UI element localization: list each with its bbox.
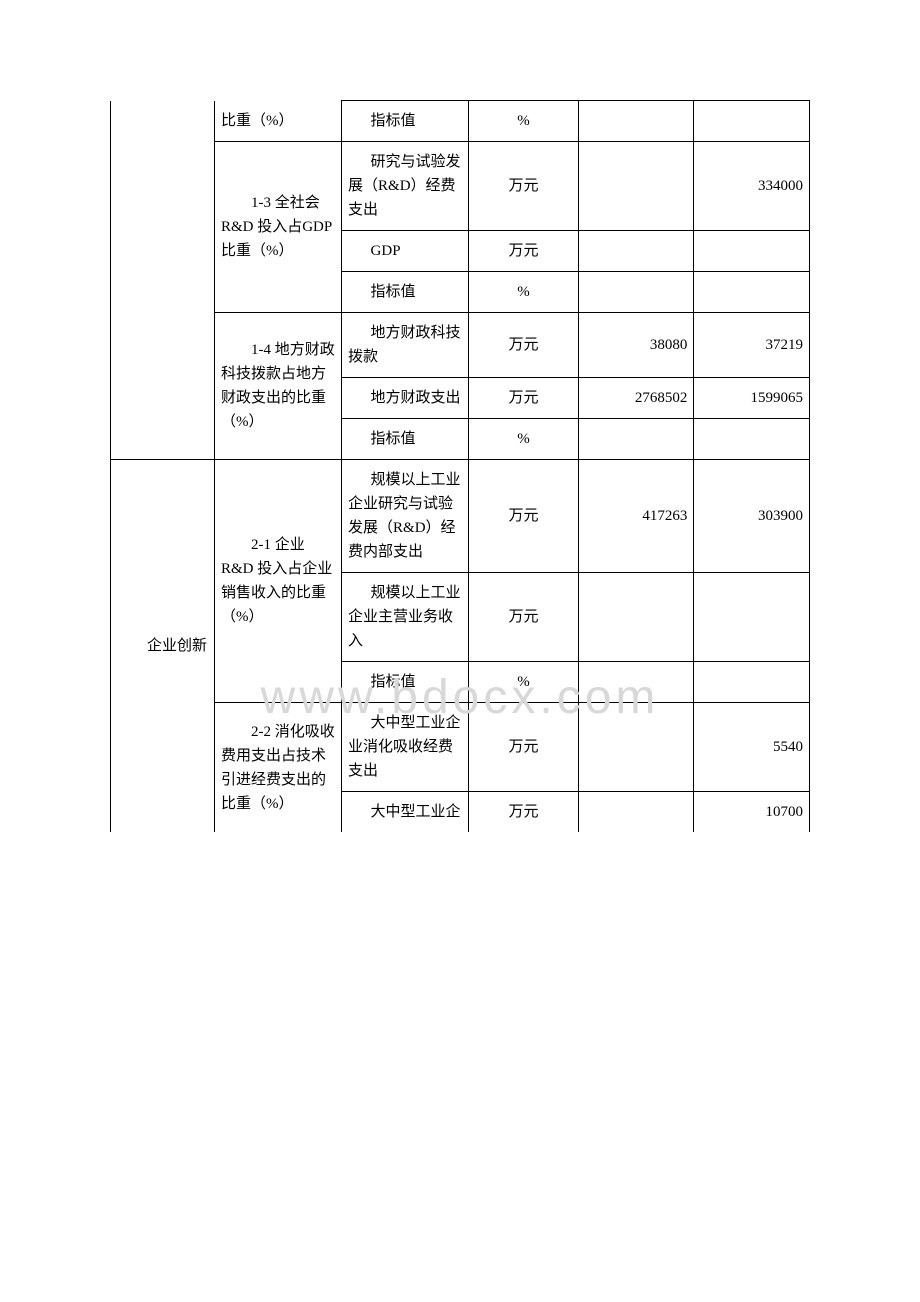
metric-cell: 指标值 xyxy=(342,101,469,142)
value-cell: 5540 xyxy=(694,703,810,792)
value-cell: 37219 xyxy=(694,313,810,378)
table-row: 企业创新 2-1 企业 R&D 投入占企业销售收入的比重（%） 规模以上工业企业… xyxy=(111,460,810,573)
unit-cell: 万元 xyxy=(469,142,579,231)
unit-cell: % xyxy=(469,101,579,142)
metric-cell: 指标值 xyxy=(342,662,469,703)
metric-cell: GDP xyxy=(342,231,469,272)
category-cell xyxy=(111,101,215,142)
value-cell xyxy=(578,142,694,231)
table-row: 2-2 消化吸收费用支出占技术引进经费支出的比重（%） 大中型工业企业消化吸收经… xyxy=(111,703,810,792)
indicator-name-cell: 2-2 消化吸收费用支出占技术引进经费支出的比重（%） xyxy=(214,703,341,833)
value-cell xyxy=(578,703,694,792)
unit-cell: % xyxy=(469,272,579,313)
metric-cell: 规模以上工业企业研究与试验发展（R&D）经费内部支出 xyxy=(342,460,469,573)
unit-cell: 万元 xyxy=(469,460,579,573)
table-row: 比重（%） 指标值 % xyxy=(111,101,810,142)
value-cell xyxy=(578,419,694,460)
value-cell: 10700 xyxy=(694,792,810,833)
value-cell xyxy=(578,101,694,142)
value-cell xyxy=(694,419,810,460)
metric-cell: 规模以上工业企业主营业务收入 xyxy=(342,573,469,662)
value-cell: 38080 xyxy=(578,313,694,378)
unit-cell: 万元 xyxy=(469,703,579,792)
value-cell: 334000 xyxy=(694,142,810,231)
unit-cell: % xyxy=(469,419,579,460)
metric-cell: 研究与试验发展（R&D）经费支出 xyxy=(342,142,469,231)
value-cell xyxy=(694,231,810,272)
unit-cell: 万元 xyxy=(469,792,579,833)
indicator-name-cell: 比重（%） xyxy=(214,101,341,142)
value-cell: 1599065 xyxy=(694,378,810,419)
unit-cell: 万元 xyxy=(469,231,579,272)
metric-cell: 地方财政科技拨款 xyxy=(342,313,469,378)
unit-cell: % xyxy=(469,662,579,703)
value-cell xyxy=(578,231,694,272)
table-row: 1-4 地方财政科技拨款占地方财政支出的比重（%） 地方财政科技拨款 万元 38… xyxy=(111,313,810,378)
indicator-name-cell: 1-3 全社会 R&D 投入占GDP 比重（%） xyxy=(214,142,341,313)
value-cell xyxy=(578,573,694,662)
data-table: 比重（%） 指标值 % 1-3 全社会 R&D 投入占GDP 比重（%） 研究与… xyxy=(110,100,810,832)
unit-cell: 万元 xyxy=(469,313,579,378)
metric-cell: 地方财政支出 xyxy=(342,378,469,419)
indicator-name-cell: 2-1 企业 R&D 投入占企业销售收入的比重（%） xyxy=(214,460,341,703)
value-cell: 303900 xyxy=(694,460,810,573)
metric-cell: 指标值 xyxy=(342,419,469,460)
value-cell xyxy=(694,101,810,142)
value-cell: 417263 xyxy=(578,460,694,573)
unit-cell: 万元 xyxy=(469,573,579,662)
value-cell xyxy=(694,573,810,662)
indicator-name-cell: 1-4 地方财政科技拨款占地方财政支出的比重（%） xyxy=(214,313,341,460)
value-cell: 2768502 xyxy=(578,378,694,419)
value-cell xyxy=(694,272,810,313)
metric-cell: 大中型工业企业消化吸收经费支出 xyxy=(342,703,469,792)
value-cell xyxy=(578,662,694,703)
value-cell xyxy=(694,662,810,703)
metric-cell: 大中型工业企 xyxy=(342,792,469,833)
category-cell xyxy=(111,142,215,460)
metric-cell: 指标值 xyxy=(342,272,469,313)
category-cell: 企业创新 xyxy=(111,460,215,833)
value-cell xyxy=(578,792,694,833)
unit-cell: 万元 xyxy=(469,378,579,419)
table-row: 1-3 全社会 R&D 投入占GDP 比重（%） 研究与试验发展（R&D）经费支… xyxy=(111,142,810,231)
value-cell xyxy=(578,272,694,313)
